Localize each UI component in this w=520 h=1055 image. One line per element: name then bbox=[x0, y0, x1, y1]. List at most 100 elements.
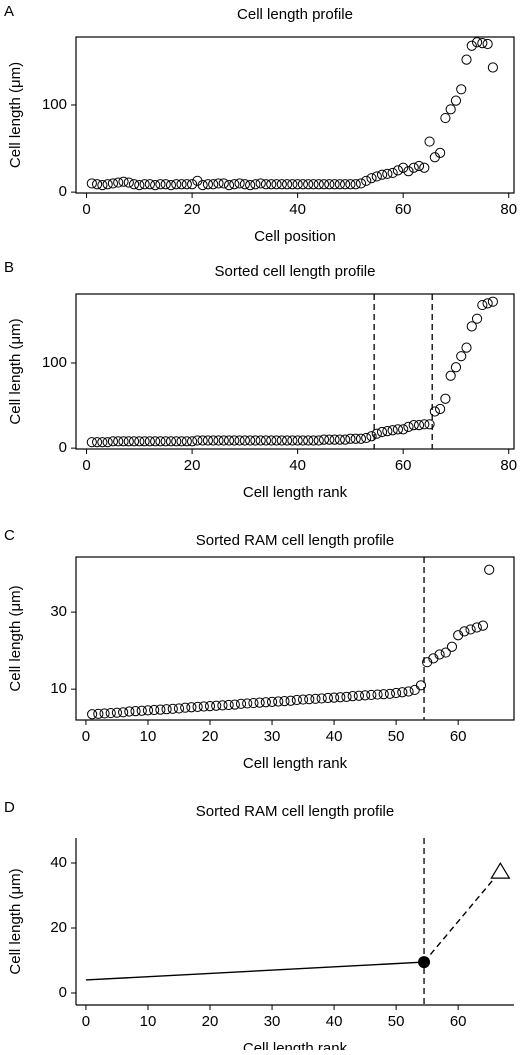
x-tick-label: 0 bbox=[82, 1013, 90, 1030]
x-tick-label: 20 bbox=[202, 728, 219, 745]
data-point bbox=[297, 694, 309, 705]
y-tick-label: 10 bbox=[50, 680, 67, 697]
data-point bbox=[260, 435, 272, 446]
chart-title: Sorted RAM cell length profile bbox=[196, 803, 394, 820]
data-point bbox=[118, 707, 129, 718]
data-point bbox=[165, 436, 177, 447]
data-point bbox=[235, 698, 247, 709]
data-point bbox=[150, 180, 161, 191]
data-point bbox=[471, 37, 483, 48]
data-point bbox=[113, 436, 124, 447]
data-point bbox=[366, 689, 377, 701]
data-point bbox=[276, 179, 287, 190]
x-axis-label: Cell length rank bbox=[243, 484, 348, 501]
data-point bbox=[360, 690, 371, 701]
data-point bbox=[350, 433, 361, 444]
data-point bbox=[413, 420, 425, 431]
x-tick-label: 80 bbox=[500, 457, 517, 474]
data-point bbox=[398, 162, 409, 173]
data-point bbox=[142, 705, 154, 716]
data-point bbox=[192, 435, 203, 446]
data-point bbox=[130, 706, 141, 717]
data-point bbox=[308, 179, 319, 190]
y-tick-label: 40 bbox=[50, 854, 67, 871]
data-point bbox=[477, 620, 489, 631]
data-point bbox=[403, 686, 414, 697]
data-point bbox=[387, 425, 398, 436]
data-point bbox=[446, 641, 458, 652]
data-point bbox=[340, 434, 351, 445]
data-point bbox=[155, 436, 166, 447]
data-point bbox=[167, 703, 178, 714]
x-tick-label: 20 bbox=[184, 457, 201, 474]
data-point bbox=[313, 179, 324, 190]
y-tick-label: 100 bbox=[42, 354, 67, 371]
x-axis-label: Cell position bbox=[254, 228, 336, 245]
data-point bbox=[347, 691, 358, 702]
data-point bbox=[340, 179, 351, 190]
x-tick-label: 30 bbox=[264, 1013, 281, 1030]
data-point bbox=[413, 160, 425, 172]
data-point bbox=[124, 706, 135, 717]
data-point bbox=[408, 420, 419, 431]
data-point bbox=[254, 697, 265, 708]
data-point bbox=[308, 435, 319, 446]
plot-frame bbox=[75, 36, 515, 194]
plot-frame bbox=[75, 293, 515, 450]
data-point bbox=[192, 701, 203, 712]
data-point bbox=[382, 426, 393, 437]
data-point bbox=[271, 179, 282, 190]
data-point bbox=[419, 162, 430, 173]
data-point bbox=[99, 708, 110, 719]
data-point bbox=[435, 147, 446, 159]
data-point bbox=[477, 299, 488, 311]
x-tick-label: 10 bbox=[140, 1013, 157, 1030]
data-point bbox=[287, 179, 298, 190]
data-point bbox=[118, 176, 129, 187]
data-point bbox=[466, 321, 477, 332]
y-axis-label: Cell length (μm) bbox=[7, 868, 24, 974]
data-point bbox=[361, 432, 372, 444]
x-tick-label: 50 bbox=[388, 1013, 405, 1030]
y-tick-label: 0 bbox=[59, 183, 67, 200]
panel-label: D bbox=[4, 799, 15, 816]
data-point bbox=[107, 436, 119, 447]
data-point bbox=[105, 707, 116, 719]
x-tick-label: 60 bbox=[450, 1013, 467, 1030]
x-axis-label: Cell length rank bbox=[243, 755, 348, 772]
data-point bbox=[471, 622, 482, 633]
data-point bbox=[160, 436, 171, 447]
data-point bbox=[102, 179, 113, 190]
data-point bbox=[213, 178, 224, 189]
data-point bbox=[229, 435, 240, 446]
data-point bbox=[204, 701, 216, 712]
data-point bbox=[303, 435, 314, 446]
breakpoint-marker bbox=[418, 956, 431, 969]
data-point bbox=[482, 298, 493, 309]
data-point bbox=[234, 178, 245, 189]
data-point bbox=[165, 180, 177, 191]
data-point bbox=[376, 169, 388, 180]
x-tick-label: 40 bbox=[326, 1013, 343, 1030]
data-point bbox=[102, 437, 113, 448]
data-point bbox=[440, 393, 451, 404]
y-tick-label: 20 bbox=[50, 919, 67, 936]
x-tick-label: 30 bbox=[264, 728, 281, 745]
data-point bbox=[144, 179, 155, 190]
data-point bbox=[155, 704, 166, 715]
y-tick-label: 0 bbox=[59, 439, 67, 456]
panel-label: B bbox=[4, 259, 14, 276]
data-point bbox=[144, 436, 155, 447]
data-point bbox=[139, 179, 150, 190]
data-point bbox=[97, 180, 108, 191]
data-point bbox=[329, 434, 340, 445]
data-point bbox=[372, 689, 383, 700]
fit-line bbox=[85, 961, 425, 981]
data-point bbox=[217, 700, 228, 711]
data-point bbox=[310, 693, 321, 704]
data-point bbox=[161, 704, 172, 715]
y-axis-label: Cell length (μm) bbox=[7, 62, 24, 168]
data-point bbox=[461, 54, 472, 65]
data-point bbox=[322, 692, 333, 704]
x-tick-label: 40 bbox=[326, 728, 343, 745]
